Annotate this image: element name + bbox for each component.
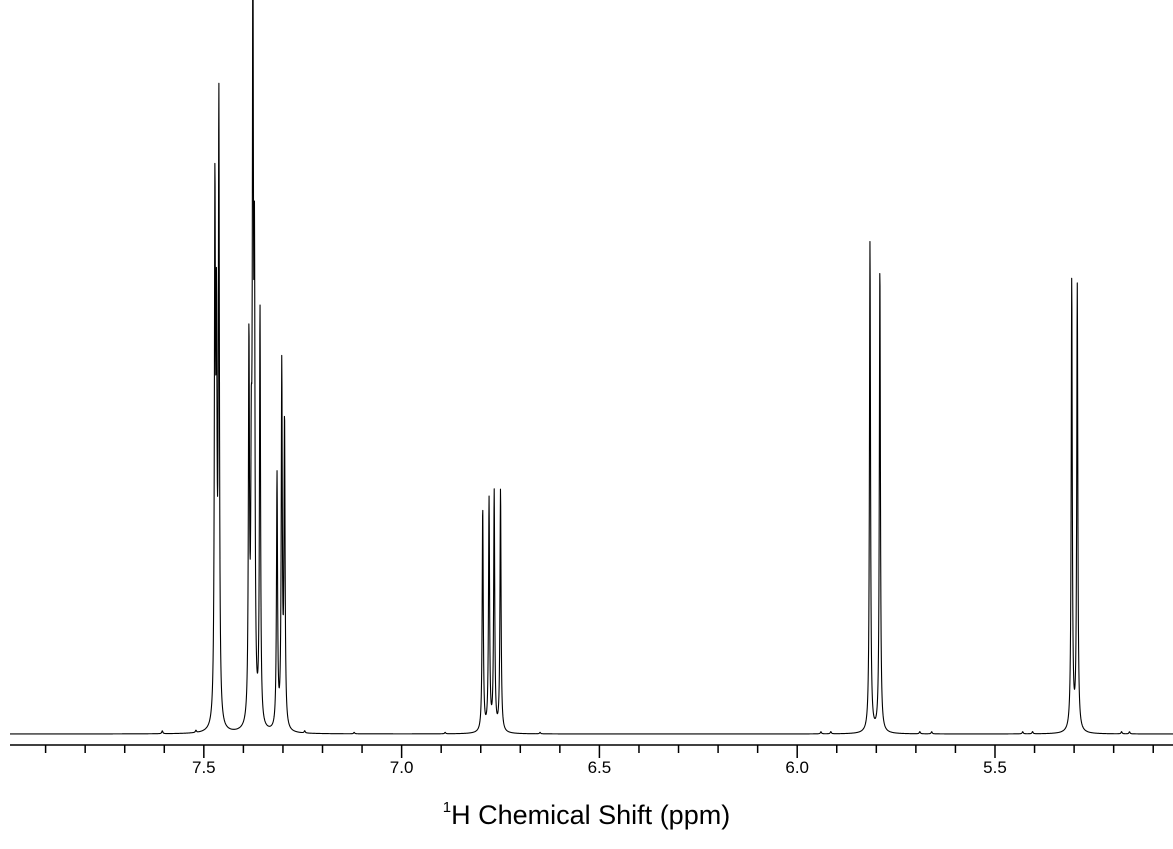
x-tick-label: 5.5 bbox=[983, 758, 1007, 777]
x-tick-label: 7.5 bbox=[192, 758, 216, 777]
x-axis-title: 1H Chemical Shift (ppm) bbox=[0, 799, 1173, 831]
x-tick-label: 6.0 bbox=[785, 758, 809, 777]
x-axis-ticks bbox=[44, 745, 1154, 758]
spectrum-trace bbox=[9, 0, 1173, 735]
x-axis-title-superscript: 1 bbox=[442, 799, 452, 816]
x-tick-label: 7.0 bbox=[390, 758, 414, 777]
x-axis-title-text: H Chemical Shift (ppm) bbox=[451, 800, 731, 830]
x-tick-label: 6.5 bbox=[588, 758, 612, 777]
x-axis-tick-labels: 7.5 7.0 6.5 6.0 5.5 bbox=[192, 758, 1007, 777]
